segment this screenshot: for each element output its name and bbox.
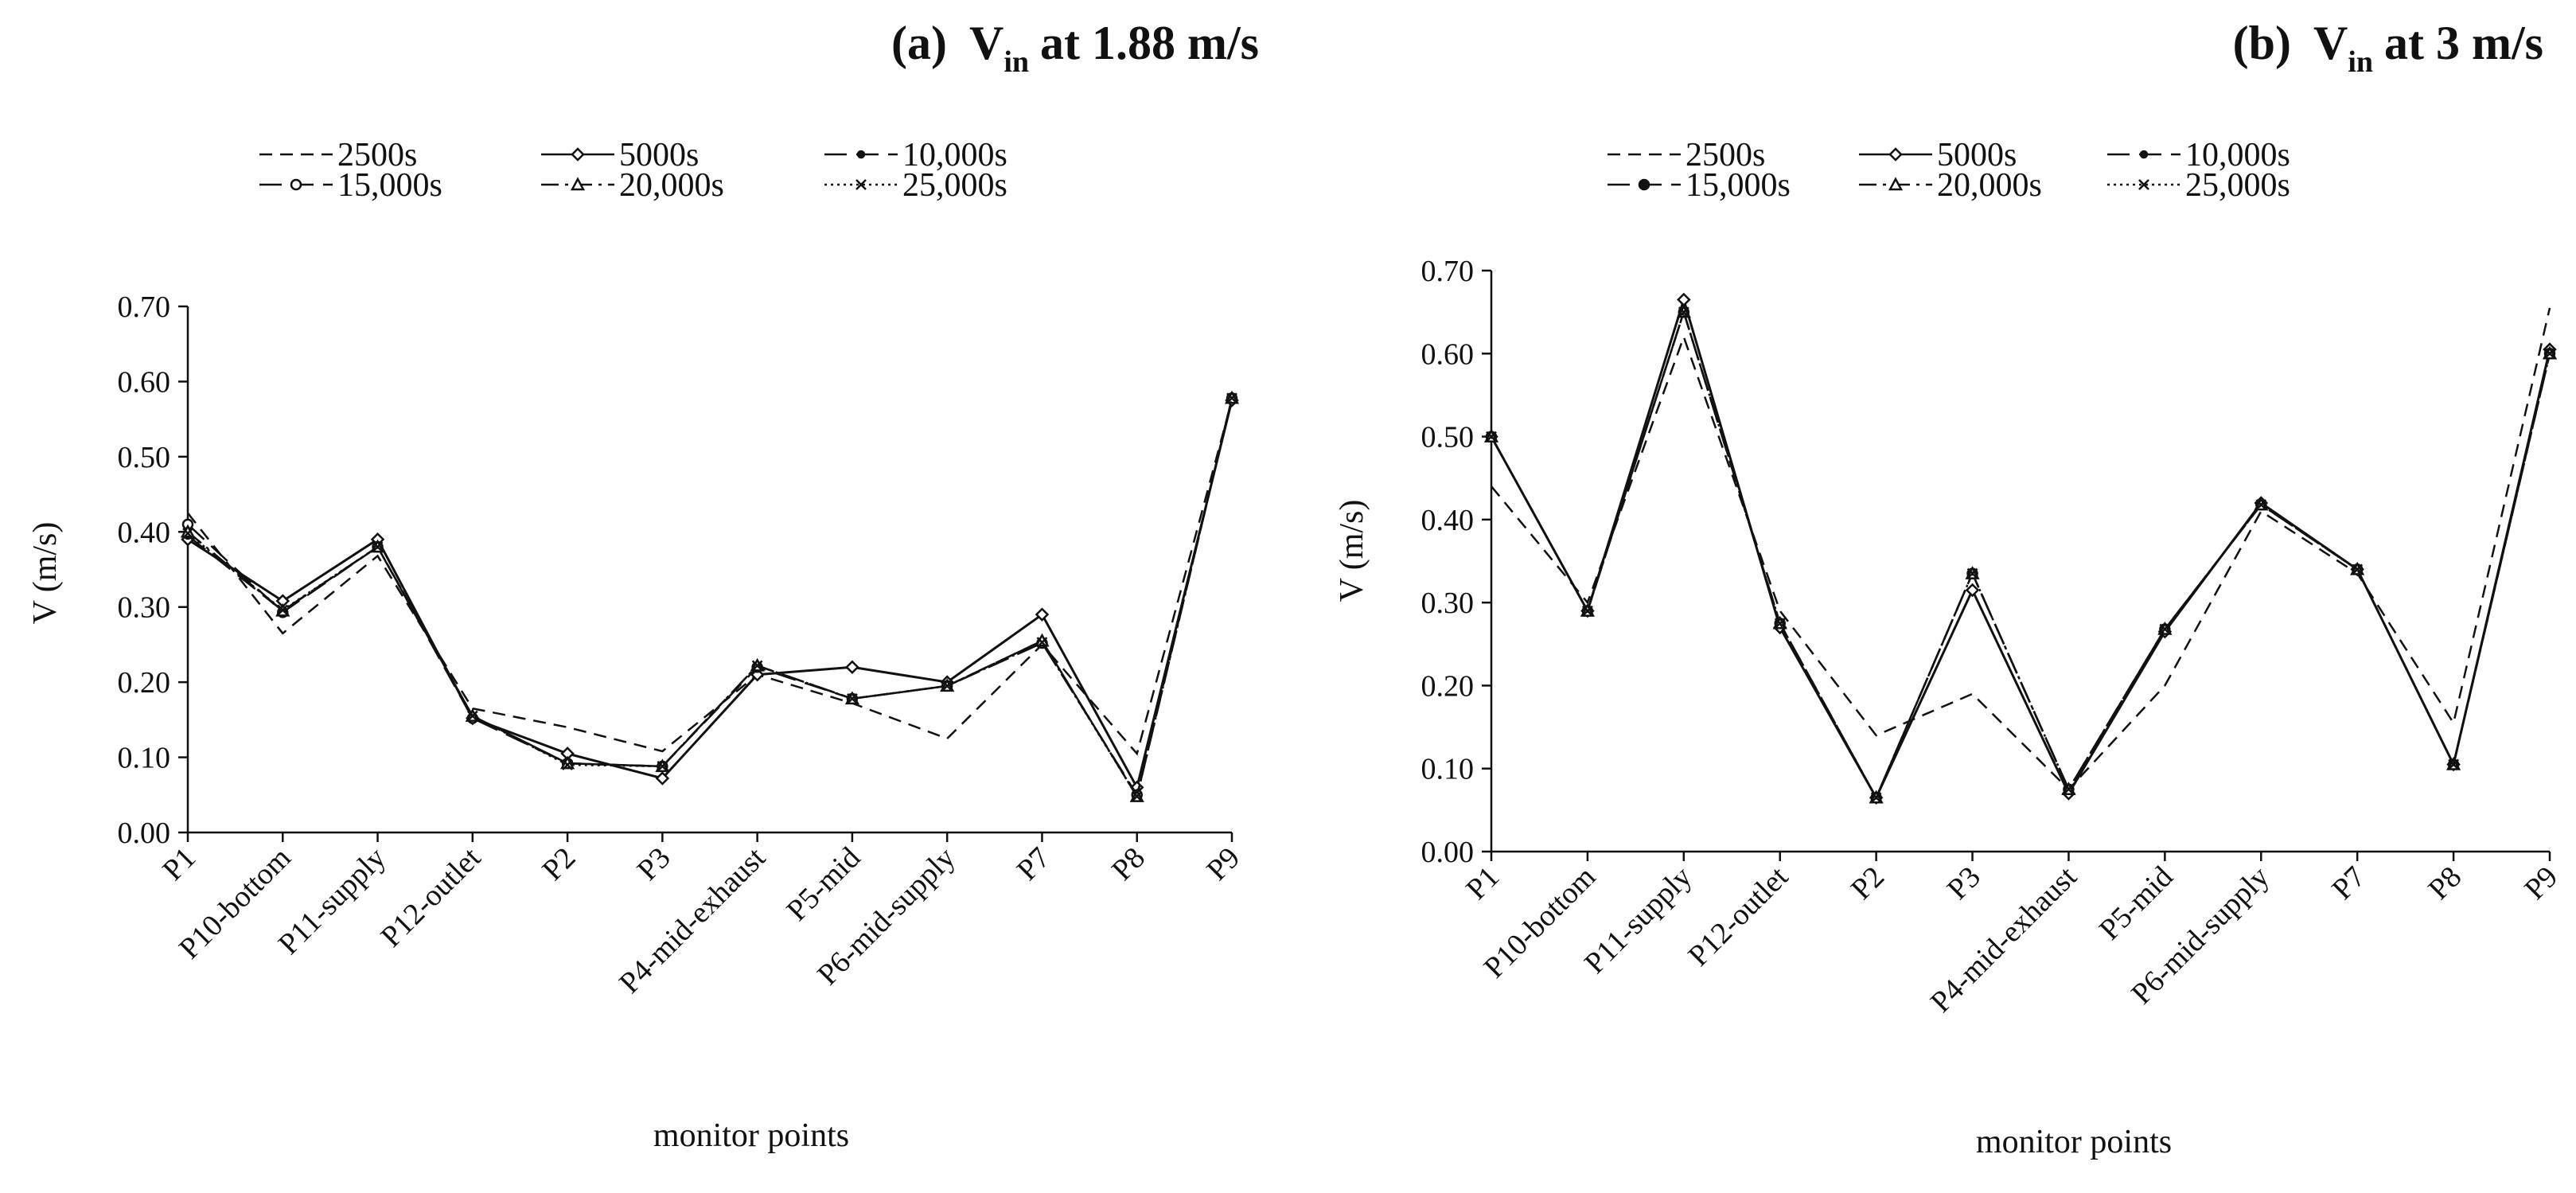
y-tick-label: 0.10 — [118, 742, 171, 775]
data-point — [1582, 605, 1593, 617]
legend-item: 5000s — [541, 137, 699, 173]
legend-label: 2500s — [337, 137, 417, 173]
data-point — [2063, 783, 2075, 795]
legend-marker — [2138, 179, 2149, 190]
y-tick-label: 0.20 — [118, 666, 171, 700]
data-point — [655, 771, 670, 786]
series-25000s — [1486, 306, 2555, 804]
y-tick-label: 0.40 — [1421, 504, 1475, 537]
data-point — [1870, 792, 1882, 804]
x-axis-label-b: monitor points — [1976, 1124, 2172, 1160]
y-tick-label: 0.10 — [1421, 753, 1475, 786]
y-tick-label: 0.70 — [118, 290, 171, 324]
data-point — [372, 541, 384, 553]
y-tick-label: 0.00 — [1421, 836, 1475, 869]
legend-marker — [1888, 177, 1904, 191]
chart-title-a: (a) Vin at 1.88 m/s — [891, 17, 1259, 79]
y-tick-label: 0.70 — [1421, 255, 1475, 288]
data-point — [2159, 623, 2171, 635]
data-point — [1678, 306, 1689, 318]
legend-item: 20,000s — [541, 167, 724, 204]
legend-marker — [1638, 178, 1650, 191]
legend-item: 15,000s — [259, 167, 442, 204]
data-point — [1226, 392, 1237, 404]
series-2500s — [187, 400, 1233, 756]
legend-b: 2500s 5000s 10,000s 15,000s 20,000s 25,000s — [1608, 137, 2290, 204]
series-line — [187, 400, 1233, 756]
legend-label: 15,000s — [1686, 167, 1791, 204]
legend-marker — [856, 150, 866, 159]
y-tick-label: 0.60 — [118, 365, 171, 399]
legend-label: 5000s — [1937, 137, 2017, 173]
legend-marker — [570, 177, 586, 191]
y-tick-label: 0.00 — [118, 817, 171, 850]
legend-item: 10,000s — [824, 137, 1007, 173]
series-line — [1490, 308, 2551, 801]
legend-label: 20,000s — [1937, 167, 2042, 204]
data-point — [845, 660, 859, 675]
legend-label: 20,000s — [619, 167, 724, 204]
legend-item: 25,000s — [2107, 167, 2290, 204]
plot-series-a — [180, 390, 1240, 802]
legend-label: 25,000s — [2185, 167, 2290, 204]
data-point — [1035, 607, 1050, 622]
legend-item: 20,000s — [1859, 167, 2042, 204]
data-point — [941, 680, 953, 692]
data-point — [1131, 790, 1143, 802]
data-point — [1965, 583, 1980, 598]
data-point — [1486, 431, 1497, 443]
series-line — [187, 397, 1233, 799]
legend-item: 2500s — [259, 137, 417, 173]
y-tick-label: 0.20 — [1421, 669, 1475, 703]
legend-marker — [855, 179, 867, 190]
legend-marker — [1888, 147, 1903, 162]
data-point — [2448, 758, 2459, 770]
legend-label: 10,000s — [2185, 137, 2290, 173]
legend-marker — [290, 178, 302, 191]
data-point — [1774, 618, 1786, 630]
data-point — [847, 693, 858, 704]
legend-label: 25,000s — [902, 167, 1007, 204]
data-point — [2352, 563, 2364, 575]
y-tick-label: 0.30 — [1421, 587, 1475, 620]
y-tick-label: 0.50 — [1421, 421, 1475, 454]
legend-item: 5000s — [1859, 137, 2017, 173]
legend-marker — [2139, 150, 2149, 159]
legend-marker — [571, 147, 585, 162]
y-tick-label: 0.40 — [118, 516, 171, 549]
data-point — [277, 604, 289, 616]
legend-label: 15,000s — [337, 167, 442, 204]
y-tick-label: 0.50 — [118, 441, 171, 474]
series-line — [187, 400, 1233, 791]
data-point — [1036, 637, 1048, 648]
data-point — [657, 761, 668, 772]
data-point — [1966, 567, 1978, 579]
y-axis-b: 0.00 0.10 0.20 0.30 0.40 0.50 0.60 0.70 — [1421, 255, 1493, 869]
y-axis-label-a: V (m/s) — [27, 522, 64, 625]
data-point — [751, 660, 763, 672]
series-line — [187, 397, 1233, 799]
y-axis-a: 0.00 0.10 0.20 0.30 0.40 0.50 0.60 0.70 — [118, 290, 189, 850]
y-tick-label: 0.30 — [118, 591, 171, 625]
legend-item: 2500s — [1608, 137, 1765, 173]
legend-label: 2500s — [1686, 137, 1765, 173]
legend-item: 25,000s — [824, 167, 1007, 204]
data-point — [182, 528, 193, 540]
x-axis-label-a: monitor points — [653, 1117, 849, 1154]
data-point — [466, 710, 478, 722]
legend-item: 15,000s — [1608, 167, 1791, 204]
y-tick-label: 0.60 — [1421, 337, 1475, 371]
legend-label: 10,000s — [902, 137, 1007, 173]
data-point — [2255, 499, 2267, 510]
legend-a: 2500s 5000s 10,000s 15,000s 20,000s 25,000s — [259, 137, 1007, 204]
plot-series-b — [1483, 292, 2558, 805]
legend-label: 5000s — [619, 137, 699, 173]
data-point — [2544, 348, 2555, 360]
series-25000s — [182, 392, 1237, 802]
legend-item: 10,000s — [2107, 137, 2290, 173]
data-point — [562, 759, 573, 770]
y-axis-label-b: V (m/s) — [1334, 500, 1370, 602]
chart-title-b: (b) Vin at 3 m/s — [2233, 17, 2543, 79]
